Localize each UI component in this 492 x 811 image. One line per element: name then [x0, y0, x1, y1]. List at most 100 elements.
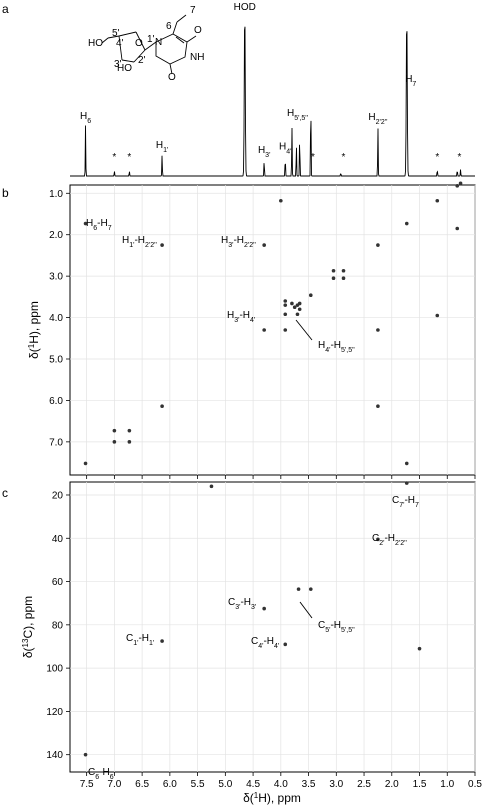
peak-labels: H6 H1' HOD H3' H4' H5',5'' H2'2'' H7 * * * * * * — [80, 2, 462, 163]
impurity-mark-3: * — [342, 152, 346, 163]
x-tick-label-5: 5.0 — [218, 779, 232, 790]
annotation-c-3: C5'-H5',5'' — [318, 620, 355, 634]
cross-peak — [376, 537, 380, 542]
y-tick-label-6: 140 — [46, 750, 63, 761]
cross-peak — [112, 428, 117, 433]
points-b — [83, 181, 463, 466]
structure-label-3: 4' — [116, 38, 124, 49]
structure-label-9: HO — [117, 63, 132, 74]
cross-peak — [160, 639, 164, 643]
peak-label-7: H7 — [405, 74, 416, 88]
y-axis-c: 20 40 60 80 100 120 140 — [46, 490, 70, 761]
cross-peak — [127, 440, 132, 444]
x-tick-label-2: 6.5 — [135, 779, 149, 790]
cross-peak — [283, 328, 288, 332]
cross-peak — [458, 181, 463, 186]
annotation-c-2: C3'-H3' — [228, 597, 256, 611]
x-axis-c: 7.5 7.0 6.5 6.0 5.5 5.0 4.5 4.0 3.5 3.0 2.5 2.0 1.5 1… — [80, 772, 482, 790]
structure-label-10: N — [155, 37, 162, 48]
y-tick-label-4: 5.0 — [49, 355, 63, 366]
cross-peak — [331, 268, 336, 273]
annotation-c-0: C7'-H7 — [392, 495, 419, 509]
cross-peak — [376, 328, 380, 332]
peak-label-0: H6 — [80, 111, 91, 125]
cross-peak — [331, 276, 336, 281]
cross-peak — [341, 268, 346, 273]
panel-b-cosy: 1.0 2.0 3.0 4.0 5.0 6.0 7.0 H6-H7 H1'-H2'2'' H3'… — [27, 181, 476, 479]
cross-peak — [308, 587, 313, 591]
y-tick-label-5: 120 — [46, 707, 63, 718]
panel-label-a: a — [2, 2, 9, 16]
cross-peak — [283, 312, 288, 317]
x-tick-label-8: 3.5 — [302, 779, 316, 790]
y-tick-label-5: 6.0 — [49, 396, 63, 407]
annotation-b-3: H3'-H4' — [227, 310, 255, 324]
annotation-c-4: C1'-H1' — [126, 633, 154, 647]
cross-peak — [435, 198, 440, 203]
structure-label-2: 5' — [112, 28, 120, 39]
cross-peak — [435, 313, 440, 318]
structure-label-0: 7 — [190, 5, 196, 16]
y-axis-label-c: δ(13C), ppm — [21, 596, 36, 658]
cross-peak — [295, 312, 300, 317]
cross-peak — [455, 226, 460, 231]
plot-frame-c — [69, 481, 476, 773]
annotation-arrow-c — [299, 601, 313, 619]
x-tick-label-13: 1.0 — [440, 779, 454, 790]
cross-peak — [160, 404, 164, 409]
cross-peak — [83, 221, 88, 226]
molecule-labels: 7 6 5'4' 3' 2'1' O HO HO N NH O O — [88, 5, 204, 83]
cross-peak — [404, 221, 409, 226]
cross-peak — [262, 606, 266, 611]
x-tick-label-3: 6.0 — [163, 779, 177, 790]
cross-peak — [83, 752, 88, 757]
cross-peak — [283, 642, 288, 647]
peak-label-4: H4' — [279, 142, 291, 156]
impurity-mark-4: * — [435, 152, 439, 163]
cross-peak — [279, 198, 283, 203]
cross-peak — [292, 305, 297, 310]
peak-label-3: H3' — [258, 145, 270, 159]
cross-peak — [296, 587, 301, 591]
cross-peak — [455, 184, 460, 188]
cross-peak — [341, 276, 346, 281]
y-tick-label-3: 80 — [52, 620, 64, 631]
cross-peak — [297, 301, 302, 306]
x-tick-label-9: 3.0 — [329, 779, 343, 790]
structure-label-11: NH — [190, 52, 204, 63]
cross-peak — [262, 243, 266, 247]
annotation-arrow-b — [295, 319, 313, 341]
cross-peak — [290, 301, 294, 306]
cross-peak — [404, 461, 409, 466]
cross-peak — [283, 303, 288, 307]
cross-peak — [308, 293, 313, 298]
cross-peak — [376, 243, 380, 247]
y-tick-label-2: 3.0 — [49, 272, 63, 283]
annotation-c-6: C6-H6 — [88, 767, 114, 781]
x-tick-label-4: 5.5 — [191, 779, 205, 790]
cross-peak — [283, 299, 288, 303]
annotation-c-1: C2'-H2'2'' — [372, 533, 407, 547]
annotation-c-5: C4'-H4' — [251, 636, 279, 650]
structure-label-7: O — [135, 38, 143, 49]
annotations-b: H6-H7 H1'-H2'2'' H3'-H2'2'' H3'-H4' H4'-H5',… — [86, 218, 355, 354]
structure-label-13: O — [168, 72, 176, 83]
molecule-structure — [101, 14, 197, 75]
structure-label-8: HO — [88, 38, 103, 49]
peak-label-hod: HOD — [234, 2, 256, 13]
panel-a-spectrum: 7 6 5'4' 3' 2'1' O HO HO N NH O O H6 H1' HOD H3' H4' H5'… — [70, 2, 475, 177]
x-tick-label-12: 1.5 — [413, 779, 427, 790]
peak-label-6: H2'2'' — [368, 112, 387, 126]
structure-label-12: O — [194, 25, 202, 36]
y-tick-label-4: 100 — [46, 664, 63, 675]
points-c — [83, 481, 422, 757]
structure-label-1: 6 — [166, 21, 172, 32]
annotation-b-1: H1'-H2'2'' — [122, 235, 157, 249]
x-axis-label: δ(1H), ppm — [243, 791, 301, 806]
impurity-mark-0: * — [112, 152, 116, 163]
y-tick-label-1: 2.0 — [49, 230, 63, 241]
panel-label-b: b — [2, 186, 9, 200]
annotation-b-0: H6-H7 — [86, 218, 112, 232]
x-tick-label-1: 7.0 — [107, 779, 121, 790]
cross-peak — [262, 328, 266, 332]
